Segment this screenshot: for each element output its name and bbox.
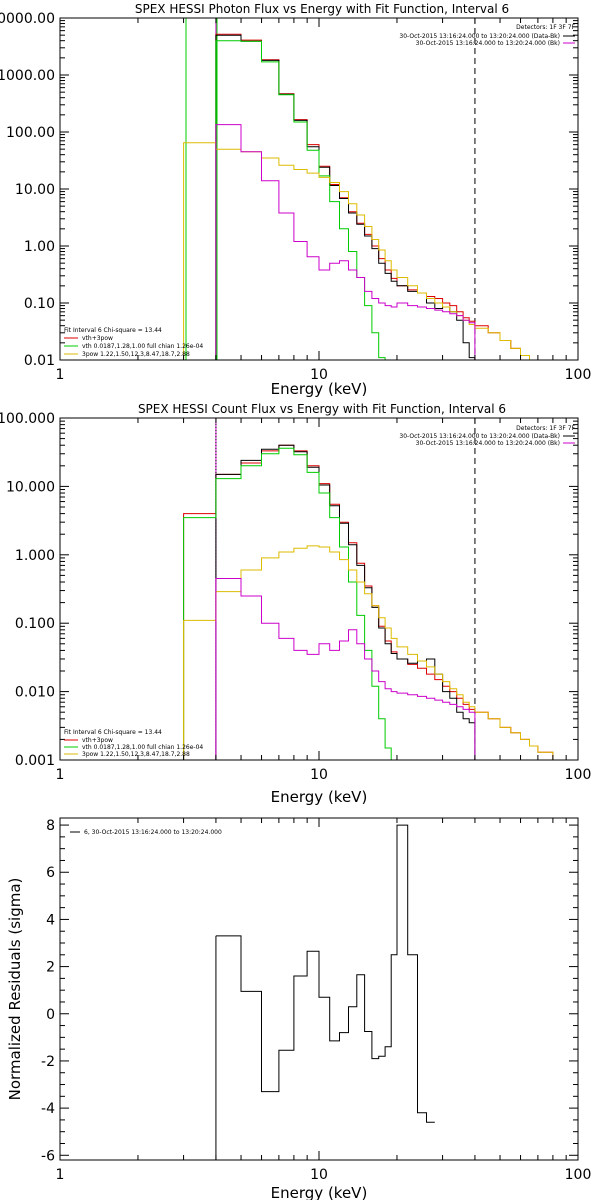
panel3-ytick-label: 4: [46, 912, 55, 928]
panel3-legend-label: 6, 30-Oct-2015 13:16:24.000 to 13:20:24.…: [84, 829, 222, 836]
panel2-ytick-label: 0.010: [15, 685, 55, 701]
panel2-xtick-label: 10: [310, 767, 328, 783]
panel1-info-detectors: Detectors: 1F 3F 7F: [516, 24, 575, 31]
panel1-info-bk: 30-Oct-2015 13:16:24.000 to 13:20:24.000…: [416, 40, 560, 47]
panel1-xtick-label: 100: [565, 367, 592, 383]
panel3-ytick-label: 2: [46, 960, 55, 976]
panel3-xtick-label: 10: [310, 1167, 328, 1183]
count-flux-panel: SPEX HESSI Count Flux vs Energy with Fit…: [0, 402, 591, 806]
panel2-series-data-bk: [215, 444, 489, 760]
panel1-xlabel: Energy (keV): [271, 380, 368, 398]
panel2-ytick-label: 0.001: [15, 753, 55, 769]
panel1-ytick-label: 100.00: [6, 125, 55, 141]
panel1-series-bk: [215, 124, 489, 360]
panel3-ytick-label: 8: [46, 818, 55, 834]
panel2-info-databk: 30-Oct-2015 13:16:24.000 to 13:20:24.000…: [399, 433, 560, 440]
panel3-ticks: 1 10 100 8 6 4 2 0 -2 -4 -6: [41, 818, 591, 1183]
panel1-info-databk: 30-Oct-2015 13:16:24.000 to 13:20:24.000…: [399, 33, 560, 40]
panel1-series-vth: [215, 40, 386, 360]
panel3-plot-area: [215, 824, 435, 1160]
panel2-series-bk: [215, 578, 489, 760]
panel3-ytick-label: -4: [41, 1101, 55, 1117]
panel3-xtick-label: 1: [56, 1167, 65, 1183]
panel3-ytick-label: 6: [46, 865, 55, 881]
panel3-xtick-label: 100: [565, 1167, 592, 1183]
panel1-xtick-label: 1: [56, 367, 65, 383]
panel3-legend: 6, 30-Oct-2015 13:16:24.000 to 13:20:24.…: [70, 829, 222, 836]
residuals-panel: 1 10 100 8 6 4 2 0 -2 -4 -6 Energy (keV) Normalize…: [6, 817, 591, 1200]
panel2-info: Detectors: 1F 3F 7F 30-Oct-2015 13:16:24…: [399, 425, 575, 447]
panel1-ytick-label: 10.00: [15, 182, 55, 198]
panel2-fit-yellow: 3pow 1.22,1.50,12.3,8.47,18.7,2.88: [82, 751, 190, 758]
panel1-fit-yellow: 3pow 1.22,1.50,12.3,8.47,18.7,2.88: [82, 351, 190, 358]
panel1-fit-green: vth 0.0187,1.28,1.00 full chian 1.26e-04: [82, 343, 203, 350]
panel2-fit-legend: Fit Interval 6 Chi-square = 13.44 vth+3p…: [64, 729, 203, 758]
panel2-ytick-label: 0.100: [15, 616, 55, 632]
panel1-ytick-label: 0.01: [24, 353, 55, 369]
panel1-fit-legend: Fit Interval 6 Chi-square = 13.44 vth+3p…: [64, 327, 203, 358]
panel3-series-6-30-oct-2015-13-16-24-000-to-13-20-24-000: [215, 824, 435, 1123]
panel3-xlabel: Energy (keV): [271, 1184, 368, 1200]
panel2-ytick-label: 10.000: [6, 479, 55, 495]
panel2-plot-area: [183, 418, 567, 760]
panel2-info-detectors: Detectors: 1F 3F 7F: [516, 425, 575, 432]
panel2-fit-green: vth 0.0187,1.28,1.00 full chian 1.26e-04: [82, 744, 203, 751]
panel2-info-bk: 30-Oct-2015 13:16:24.000 to 13:20:24.000…: [416, 440, 560, 447]
panel1-xtick-label: 10: [310, 367, 328, 383]
panel2-fit-red: vth+3pow: [82, 737, 113, 744]
panel2-series-vth: [183, 447, 392, 760]
panel1-ytick-label: 0.10: [24, 296, 55, 312]
panel3-ytick-label: -2: [41, 1054, 55, 1070]
panel1-title: SPEX HESSI Photon Flux vs Energy with Fi…: [135, 2, 509, 16]
panel1-fit-red: vth+3pow: [82, 335, 113, 342]
panel2-xtick-label: 100: [565, 767, 592, 783]
panel1-ytick-label: 1.00: [24, 239, 55, 255]
panel2-ticks: 1 10 100 100.000 10.000 1.000 0.100 0.010 0.001: [0, 411, 591, 783]
panel2-xlabel: Energy (keV): [271, 788, 368, 806]
panel2-ytick-label: 1.000: [15, 548, 55, 564]
panel1-plot-area: [183, 18, 539, 360]
photon-flux-panel: SPEX HESSI Photon Flux vs Energy with Fi…: [0, 2, 591, 398]
panel2-series-3pow: [183, 545, 567, 760]
panel3-ytick-label: -6: [41, 1148, 55, 1164]
panel2-xtick-label: 1: [56, 767, 65, 783]
panel1-ytick-label: 1000.00: [0, 68, 55, 84]
panel3-ytick-label: 0: [46, 1007, 55, 1023]
panel1-info: Detectors: 1F 3F 7F 30-Oct-2015 13:16:24…: [399, 24, 575, 47]
panel2-fit-header: Fit Interval 6 Chi-square = 13.44: [64, 729, 162, 736]
panel1-series-3pow: [183, 142, 539, 360]
panel2-title: SPEX HESSI Count Flux vs Energy with Fit…: [138, 402, 506, 416]
panel3-ylabel: Normalized Residuals (sigma): [6, 878, 24, 1101]
panel1-fit-header: Fit Interval 6 Chi-square = 13.44: [64, 327, 162, 334]
panel2-ytick-label: 100.000: [0, 411, 55, 427]
